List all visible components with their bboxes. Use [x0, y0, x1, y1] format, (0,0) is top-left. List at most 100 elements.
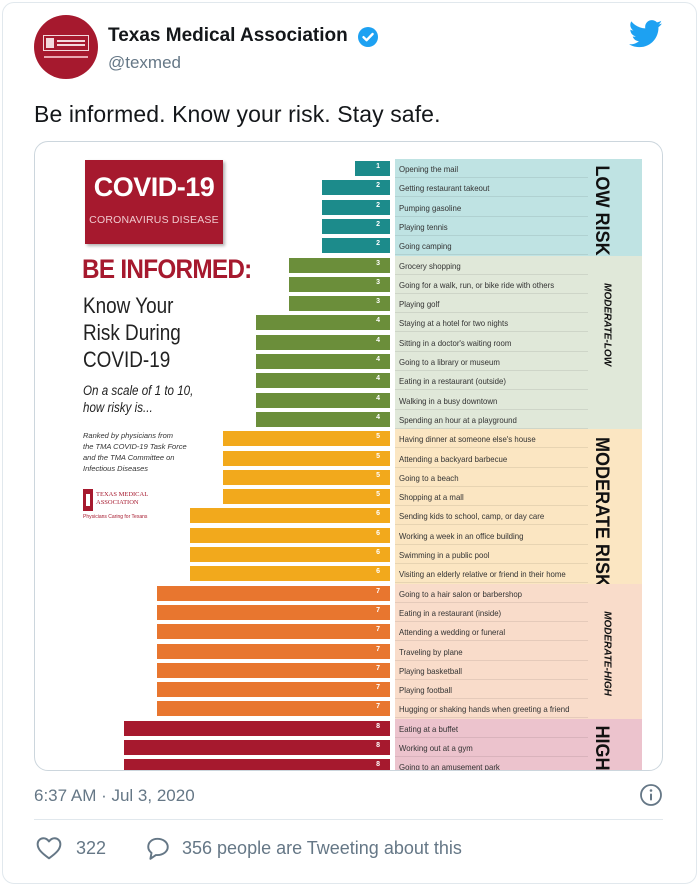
- subhead-line: Know Your: [83, 293, 174, 318]
- risk-bar: 4: [256, 373, 390, 389]
- risk-band: [588, 429, 642, 586]
- risk-bar: 7: [157, 643, 390, 659]
- risk-bar: 8: [124, 759, 390, 770]
- tma-logo-line: ASSOCIATION: [96, 499, 139, 506]
- tweet-timestamp[interactable]: 6:37 AM · Jul 3, 2020: [34, 786, 195, 805]
- risk-activity: Eating in a restaurant (inside): [395, 604, 588, 622]
- badge-subtitle: CORONAVIRUS DISEASE: [89, 214, 219, 226]
- risk-bar: 2: [322, 199, 390, 215]
- tweeting-about-link[interactable]: 356 people are Tweeting about this: [182, 838, 462, 858]
- risk-activity-label: Working a week in an office building: [399, 530, 524, 541]
- risk-activity-label: Attending a backyard barbecue: [399, 453, 508, 464]
- risk-level-number: 6: [376, 510, 380, 518]
- risk-activity: Going to a library or museum: [395, 353, 588, 371]
- like-count[interactable]: 322: [76, 838, 107, 858]
- risk-level-number: 1: [376, 163, 380, 170]
- risk-bar: 7: [157, 682, 390, 698]
- risk-bar: 3: [289, 296, 390, 312]
- risk-band-row-bg: [395, 159, 588, 258]
- risk-activity: Walking in a busy downtown: [395, 392, 588, 410]
- risk-activity: Eating at a buffet: [395, 720, 588, 738]
- risk-level-number: 7: [376, 664, 380, 672]
- risk-activity-label: Sending kids to school, camp, or day car…: [399, 511, 545, 522]
- risk-band-label: LOW RISK: [591, 165, 612, 256]
- risk-bar: 5: [223, 450, 390, 466]
- risk-activity: Having dinner at someone else's house: [395, 430, 588, 449]
- tma-emblem-icon: [83, 489, 93, 511]
- divider: [34, 819, 663, 820]
- subhead-line: COVID-19: [83, 347, 171, 372]
- risk-activity-label: Hugging or shaking hands when greeting a…: [399, 704, 570, 715]
- risk-activity: Going for a walk, run, or bike ride with…: [395, 276, 588, 294]
- risk-activity-label: Going camping: [399, 241, 452, 252]
- risk-level-number: 6: [376, 568, 380, 576]
- risk-level-number: 2: [376, 220, 380, 228]
- risk-activity: Going to a hair salon or barbershop: [395, 585, 588, 603]
- risk-level-number: 4: [376, 413, 380, 421]
- speech-bubble-icon[interactable]: [145, 836, 171, 865]
- risk-band-row-bg: [395, 429, 588, 586]
- risk-activity-label: Playing football: [399, 685, 453, 696]
- risk-activity: Staying at a hotel for two nights: [395, 314, 588, 333]
- risk-activity-label: Going to an amusement park: [399, 762, 500, 771]
- risk-level-number: 7: [376, 703, 380, 711]
- risk-activity-label: Attending a wedding or funeral: [399, 627, 506, 638]
- risk-activity-label: Working out at a gym: [399, 743, 473, 753]
- risk-band-label: MODERATE-HIGH: [601, 610, 614, 696]
- risk-band-row-bg: [395, 255, 588, 432]
- risk-level-number: 4: [376, 356, 380, 363]
- risk-activity-label: Going to a beach: [399, 472, 459, 483]
- risk-bar: 1: [355, 161, 390, 176]
- tma-logo-text: TEXAS MEDICAL ASSOCIATION: [96, 491, 148, 507]
- avatar-logo-tagline: [44, 56, 88, 58]
- risk-level-number: 8: [376, 742, 380, 749]
- risk-activity: Working out at a gym: [395, 739, 588, 757]
- risk-bar: 5: [223, 489, 390, 505]
- info-icon[interactable]: [639, 783, 663, 812]
- tweet-text: Be informed. Know your risk. Stay safe.: [34, 101, 441, 127]
- risk-bar: 4: [256, 334, 390, 350]
- risk-bar: 6: [190, 547, 390, 562]
- account-handle[interactable]: @texmed: [108, 53, 182, 72]
- risk-level-number: 7: [376, 626, 380, 634]
- risk-band-row-bg: [395, 583, 588, 721]
- heart-icon[interactable]: [36, 836, 62, 865]
- risk-level-number: 5: [376, 433, 380, 441]
- risk-level-number: 8: [376, 722, 380, 730]
- risk-activity-label: Shopping at a mall: [399, 492, 464, 503]
- risk-bar: 2: [322, 180, 390, 196]
- avatar[interactable]: [34, 15, 98, 79]
- risk-level-number: 4: [376, 336, 380, 344]
- ranked-line: the TMA COVID-19 Task Force: [83, 442, 187, 451]
- risk-bar: 6: [190, 527, 390, 543]
- risk-level-number: 5: [376, 471, 380, 479]
- verified-badge-icon: [358, 27, 378, 47]
- risk-activity: Playing football: [395, 681, 588, 700]
- risk-activity-label: Having dinner at someone else's house: [399, 434, 536, 445]
- risk-band-row-bg: [395, 718, 588, 770]
- tma-logo: TEXAS MEDICAL ASSOCIATION Physicians Car…: [83, 489, 163, 520]
- risk-bar: 6: [190, 566, 390, 582]
- risk-level-number: 2: [376, 240, 380, 248]
- risk-level-number: 7: [376, 587, 380, 595]
- risk-level-number: 6: [376, 529, 380, 537]
- risk-band-label: MODERATE-LOW: [601, 282, 614, 366]
- risk-bar: 4: [256, 411, 390, 427]
- risk-activity-label: Getting restaurant takeout: [399, 183, 490, 194]
- subhead-line: Risk During: [83, 320, 181, 345]
- risk-activity: Playing basketball: [395, 662, 588, 680]
- risk-activity-label: Opening the mail: [399, 164, 459, 174]
- risk-bar: 8: [124, 740, 390, 755]
- risk-level-number: 3: [376, 298, 380, 306]
- subhead: Know Your Risk During COVID-19: [83, 292, 181, 373]
- tweet-media-infographic[interactable]: LOW RISK MODERATE-LOW MODERATE RISK MODERAT…: [34, 141, 663, 771]
- risk-band: [588, 718, 642, 770]
- risk-level-number: 6: [376, 549, 380, 556]
- scale-line: how risky is...: [83, 400, 153, 415]
- avatar-logo-mark: [43, 35, 89, 51]
- risk-level-number: 8: [376, 761, 380, 769]
- twitter-bird-icon[interactable]: [628, 20, 663, 53]
- risk-bar: 6: [190, 508, 390, 524]
- risk-level-number: 4: [376, 394, 380, 402]
- account-name[interactable]: Texas Medical Association: [108, 25, 348, 46]
